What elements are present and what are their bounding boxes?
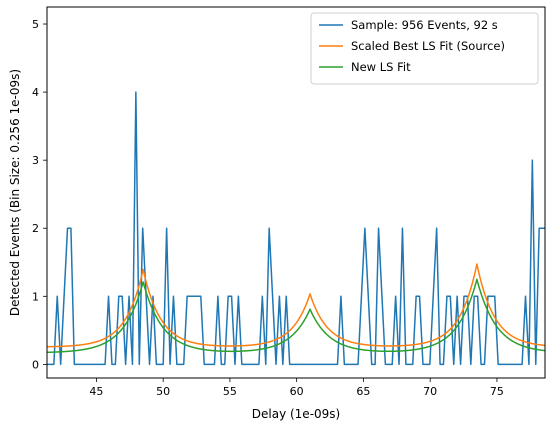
x-tick-label: 50 (156, 385, 170, 398)
x-axis: 45 50 55 60 65 70 75 (89, 378, 504, 398)
legend-label-1: Sample: 956 Events, 92 s (351, 18, 498, 32)
x-axis-label: Delay (1e-09s) (252, 407, 340, 421)
legend-label-2: Scaled Best LS Fit (Source) (351, 39, 505, 53)
y-tick-label: 2 (32, 222, 39, 235)
x-tick-label: 70 (423, 385, 437, 398)
y-tick-label: 5 (32, 18, 39, 31)
x-tick-label: 60 (290, 385, 304, 398)
legend-label-3: New LS Fit (351, 60, 411, 74)
y-tick-label: 3 (32, 154, 39, 167)
y-axis-label: Detected Events (Bin Size: 0.256 1e-09s) (8, 69, 22, 316)
series-line-2 (47, 263, 545, 348)
x-tick-label: 55 (223, 385, 237, 398)
axes-frame (46, 6, 546, 379)
legend: Sample: 956 Events, 92 s Scaled Best LS F… (310, 12, 539, 85)
series-line-1 (47, 91, 545, 366)
y-tick-label: 4 (32, 86, 39, 99)
y-tick-label: 1 (32, 290, 39, 303)
y-tick-label: 0 (32, 358, 39, 371)
x-tick-label: 75 (490, 385, 504, 398)
legend-box (310, 12, 539, 85)
plot-area (47, 91, 545, 366)
x-tick-label: 65 (356, 385, 370, 398)
series-line-3 (47, 278, 545, 354)
y-axis: 0 1 2 3 4 5 (32, 18, 47, 371)
x-tick-label: 45 (89, 385, 103, 398)
